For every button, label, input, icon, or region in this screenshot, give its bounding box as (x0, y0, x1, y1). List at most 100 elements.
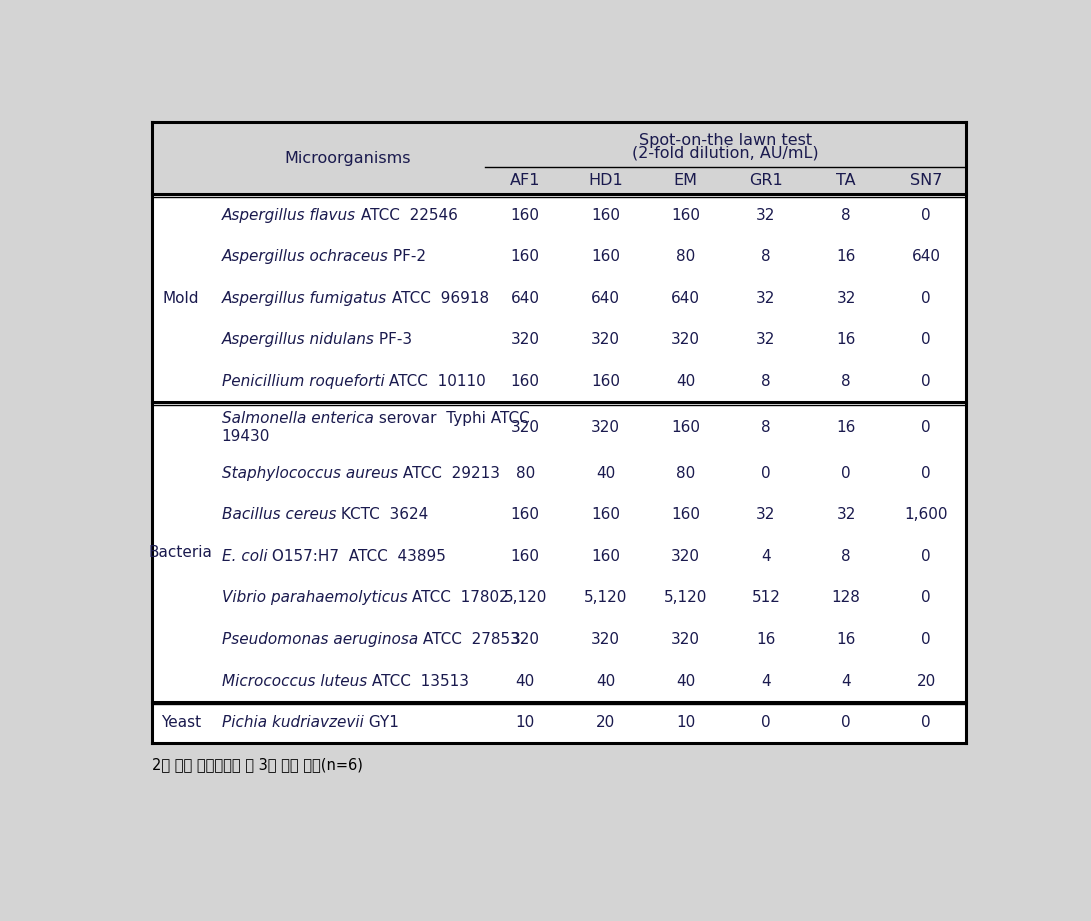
Text: Penicillium roqueforti: Penicillium roqueforti (221, 374, 384, 389)
Text: 320: 320 (511, 632, 540, 647)
Text: 0: 0 (922, 716, 931, 730)
Bar (152, 122, 967, 194)
Text: 40: 40 (516, 673, 535, 689)
Text: 160: 160 (511, 250, 540, 264)
Text: 640: 640 (511, 291, 540, 306)
Text: 0: 0 (922, 332, 931, 347)
Text: 80: 80 (516, 466, 535, 481)
Text: 512: 512 (752, 590, 780, 605)
Text: 160: 160 (511, 374, 540, 389)
Text: 320: 320 (591, 420, 620, 435)
Text: 4: 4 (762, 549, 770, 564)
Text: Mold: Mold (163, 291, 200, 306)
Text: 19430: 19430 (221, 429, 269, 444)
Text: 0: 0 (922, 632, 931, 647)
Text: 160: 160 (591, 549, 620, 564)
Text: 40: 40 (596, 466, 615, 481)
Text: 20: 20 (596, 716, 615, 730)
Text: 8: 8 (841, 374, 851, 389)
Text: 4: 4 (841, 673, 851, 689)
Text: serovar  Typhi ATCC: serovar Typhi ATCC (373, 411, 529, 426)
Text: Bacteria: Bacteria (149, 544, 213, 560)
Text: 0: 0 (922, 549, 931, 564)
Text: 5,120: 5,120 (664, 590, 707, 605)
Text: 8: 8 (841, 549, 851, 564)
Text: HD1: HD1 (588, 173, 623, 188)
Text: Aspergillus flavus: Aspergillus flavus (221, 208, 356, 223)
Text: 5,120: 5,120 (584, 590, 627, 605)
Text: 128: 128 (831, 590, 861, 605)
Text: 0: 0 (922, 291, 931, 306)
Text: 0: 0 (762, 466, 770, 481)
Text: 32: 32 (837, 291, 855, 306)
Text: ATCC  29213: ATCC 29213 (398, 466, 500, 481)
Text: 160: 160 (671, 507, 700, 522)
Text: Staphylococcus aureus: Staphylococcus aureus (221, 466, 398, 481)
Text: 0: 0 (841, 716, 851, 730)
Text: 320: 320 (591, 332, 620, 347)
Text: 40: 40 (676, 673, 695, 689)
Text: 320: 320 (671, 332, 700, 347)
Bar (152, 194, 967, 743)
Text: KCTC  3624: KCTC 3624 (336, 507, 429, 522)
Text: AF1: AF1 (509, 173, 540, 188)
Text: Yeast: Yeast (160, 716, 201, 730)
Text: Aspergillus fumigatus: Aspergillus fumigatus (221, 291, 387, 306)
Text: 0: 0 (762, 716, 770, 730)
Text: 16: 16 (837, 250, 855, 264)
Text: PF-3: PF-3 (374, 332, 412, 347)
Text: Bacillus cereus: Bacillus cereus (221, 507, 336, 522)
Text: 320: 320 (591, 632, 620, 647)
Text: 16: 16 (837, 420, 855, 435)
Text: 10: 10 (676, 716, 695, 730)
Text: 32: 32 (756, 291, 776, 306)
Text: 32: 32 (756, 507, 776, 522)
Text: 5,120: 5,120 (504, 590, 547, 605)
Text: 40: 40 (596, 673, 615, 689)
Text: (2-fold dilution, AU/mL): (2-fold dilution, AU/mL) (633, 146, 819, 160)
Text: 16: 16 (837, 632, 855, 647)
Text: 0: 0 (922, 466, 931, 481)
Text: 32: 32 (837, 507, 855, 522)
Text: 0: 0 (922, 590, 931, 605)
Text: E. coli: E. coli (221, 549, 267, 564)
Text: 640: 640 (591, 291, 620, 306)
Text: Aspergillus nidulans: Aspergillus nidulans (221, 332, 374, 347)
Text: 16: 16 (837, 332, 855, 347)
Text: 32: 32 (756, 332, 776, 347)
Text: Aspergillus ochraceus: Aspergillus ochraceus (221, 250, 388, 264)
Text: 160: 160 (671, 208, 700, 223)
Text: 640: 640 (671, 291, 700, 306)
Text: 0: 0 (922, 374, 931, 389)
Text: 40: 40 (676, 374, 695, 389)
Text: GY1: GY1 (363, 716, 398, 730)
Text: Salmonella enterica: Salmonella enterica (221, 411, 373, 426)
Text: 1,600: 1,600 (904, 507, 948, 522)
Text: 160: 160 (511, 549, 540, 564)
Text: 32: 32 (756, 208, 776, 223)
Text: PF-2: PF-2 (388, 250, 427, 264)
Text: 8: 8 (762, 420, 770, 435)
Text: 160: 160 (591, 374, 620, 389)
Text: Vibrio parahaemolyticus: Vibrio parahaemolyticus (221, 590, 407, 605)
Text: Microorganisms: Microorganisms (285, 151, 411, 166)
Text: Micrococcus luteus: Micrococcus luteus (221, 673, 367, 689)
Text: Spot-on-the lawn test: Spot-on-the lawn test (639, 134, 813, 148)
Text: ATCC  27853: ATCC 27853 (418, 632, 519, 647)
Text: 160: 160 (591, 250, 620, 264)
Text: ATCC  13513: ATCC 13513 (367, 673, 469, 689)
Text: 0: 0 (922, 420, 931, 435)
Text: Pseudomonas aeruginosa: Pseudomonas aeruginosa (221, 632, 418, 647)
Text: TA: TA (837, 173, 856, 188)
Text: ATCC  22546: ATCC 22546 (356, 208, 457, 223)
Text: 320: 320 (511, 420, 540, 435)
Text: 16: 16 (756, 632, 776, 647)
Text: 2회 각각 시료준비로 각 3회 반복 실험(n=6): 2회 각각 시료준비로 각 3회 반복 실험(n=6) (152, 757, 362, 773)
Text: 0: 0 (922, 208, 931, 223)
Text: 0: 0 (841, 466, 851, 481)
Text: 640: 640 (912, 250, 940, 264)
Text: SN7: SN7 (910, 173, 943, 188)
Text: 8: 8 (841, 208, 851, 223)
Text: 10: 10 (516, 716, 535, 730)
Text: 320: 320 (671, 632, 700, 647)
